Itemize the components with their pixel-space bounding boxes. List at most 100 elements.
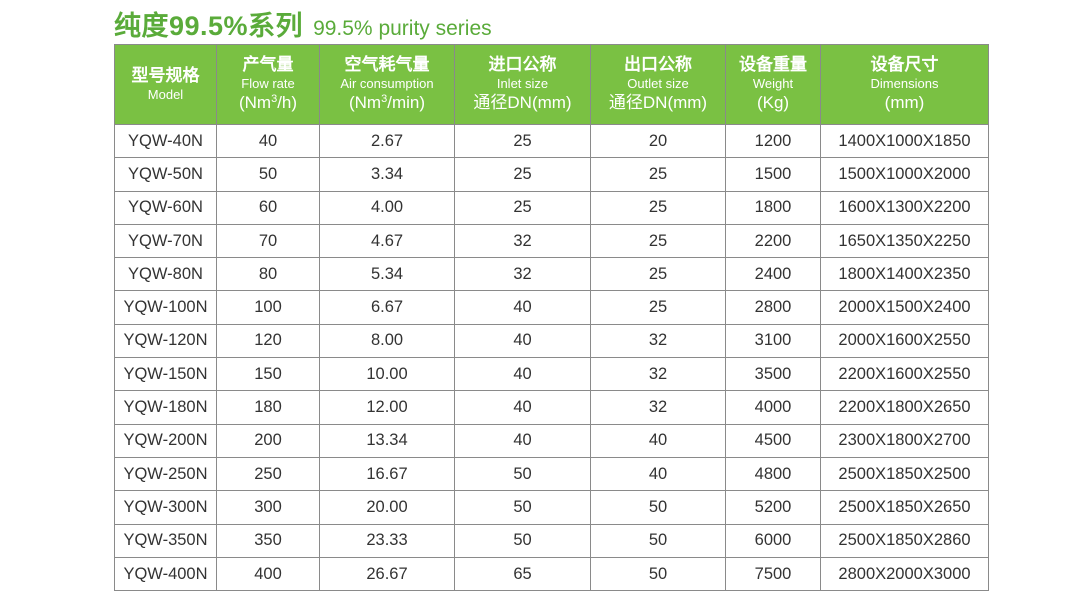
cell-inlet-size: 50 — [454, 490, 591, 525]
cell-model: YQW-350N — [114, 523, 217, 558]
cell-outlet-size: 25 — [590, 223, 726, 259]
table-row: YQW-70N 70 4.67 32 25 2200 1650X1350X225… — [114, 223, 989, 259]
header-air-consumption: 空气耗气量 Air consumption (Nm3/min) — [319, 44, 455, 125]
cell-air-consumption: 13.34 — [319, 423, 455, 458]
cell-outlet-size: 25 — [590, 290, 726, 325]
cell-model: YQW-50N — [114, 157, 217, 192]
cell-dimensions: 2200X1800X2650 — [820, 390, 989, 425]
header-air-consumption-cn: 空气耗气量 — [344, 55, 430, 74]
cell-model: YQW-120N — [114, 323, 217, 359]
cell-inlet-size: 32 — [454, 223, 591, 259]
header-flow-rate: 产气量 Flow rate (Nm3/h) — [216, 44, 320, 125]
cell-dimensions: 1800X1400X2350 — [820, 257, 989, 292]
table-row: YQW-180N 180 12.00 40 32 4000 2200X1800X… — [114, 390, 989, 425]
cell-model: YQW-80N — [114, 257, 217, 292]
cell-dimensions: 2200X1600X2550 — [820, 357, 989, 392]
table-row: YQW-300N 300 20.00 50 50 5200 2500X1850X… — [114, 490, 989, 525]
cell-model: YQW-40N — [114, 123, 217, 159]
cell-inlet-size: 40 — [454, 357, 591, 392]
cell-inlet-size: 40 — [454, 323, 591, 359]
header-air-consumption-en: Air consumption — [340, 76, 434, 91]
cell-outlet-size: 50 — [590, 556, 726, 592]
table-row: YQW-80N 80 5.34 32 25 2400 1800X1400X235… — [114, 257, 989, 292]
header-model-en: Model — [147, 87, 184, 102]
page-title: 纯度99.5%系列 99.5% purity series — [114, 4, 492, 44]
cell-weight: 5200 — [725, 490, 821, 525]
cell-dimensions: 1500X1000X2000 — [820, 157, 989, 192]
header-flow-rate-cn: 产气量 — [242, 55, 294, 74]
cell-air-consumption: 12.00 — [319, 390, 455, 425]
cell-model: YQW-180N — [114, 390, 217, 425]
header-inlet-en: Inlet size — [496, 76, 549, 91]
title-english: 99.5% purity series — [313, 17, 492, 40]
table-row: YQW-150N 150 10.00 40 32 3500 2200X1600X… — [114, 357, 989, 392]
table-row: YQW-50N 50 3.34 25 25 1500 1500X1000X200… — [114, 157, 989, 192]
cell-flow-rate: 350 — [216, 523, 320, 558]
cell-model: YQW-250N — [114, 456, 217, 492]
cell-inlet-size: 25 — [454, 157, 591, 192]
cell-inlet-size: 40 — [454, 290, 591, 325]
header-outlet-cn: 出口公称 — [624, 55, 692, 74]
cell-air-consumption: 26.67 — [319, 556, 455, 592]
cell-outlet-size: 50 — [590, 490, 726, 525]
table-row: YQW-100N 100 6.67 40 25 2800 2000X1500X2… — [114, 290, 989, 325]
cell-air-consumption: 10.00 — [319, 357, 455, 392]
cell-model: YQW-150N — [114, 357, 217, 392]
cell-weight: 4500 — [725, 423, 821, 458]
cell-flow-rate: 180 — [216, 390, 320, 425]
cell-flow-rate: 80 — [216, 257, 320, 292]
cell-outlet-size: 32 — [590, 390, 726, 425]
header-inlet-unit: 通径DN(mm) — [473, 93, 572, 112]
cell-flow-rate: 120 — [216, 323, 320, 359]
cell-weight: 3500 — [725, 357, 821, 392]
cell-flow-rate: 50 — [216, 157, 320, 192]
table-row: YQW-400N 400 26.67 65 50 7500 2800X2000X… — [114, 556, 989, 592]
cell-dimensions: 2000X1500X2400 — [820, 290, 989, 325]
header-inlet-size: 进口公称 Inlet size 通径DN(mm) — [454, 44, 591, 125]
cell-dimensions: 2500X1850X2860 — [820, 523, 989, 558]
cell-outlet-size: 25 — [590, 257, 726, 292]
cell-flow-rate: 150 — [216, 357, 320, 392]
cell-weight: 3100 — [725, 323, 821, 359]
cell-inlet-size: 65 — [454, 556, 591, 592]
cell-outlet-size: 32 — [590, 357, 726, 392]
cell-air-consumption: 4.67 — [319, 223, 455, 259]
header-model-cn: 型号规格 — [131, 66, 200, 85]
cell-air-consumption: 23.33 — [319, 523, 455, 558]
header-air-consumption-unit: (Nm3/min) — [320, 92, 454, 114]
cell-model: YQW-200N — [114, 423, 217, 458]
cell-dimensions: 2300X1800X2700 — [820, 423, 989, 458]
cell-weight: 6000 — [725, 523, 821, 558]
header-dimensions-unit: (mm) — [884, 93, 925, 112]
cell-air-consumption: 8.00 — [319, 323, 455, 359]
cell-inlet-size: 50 — [454, 456, 591, 492]
cell-weight: 2800 — [725, 290, 821, 325]
cell-inlet-size: 32 — [454, 257, 591, 292]
cell-outlet-size: 20 — [590, 123, 726, 159]
cell-dimensions: 2500X1850X2500 — [820, 456, 989, 492]
cell-weight: 1500 — [725, 157, 821, 192]
cell-model: YQW-400N — [114, 556, 217, 592]
cell-dimensions: 1600X1300X2200 — [820, 190, 989, 225]
table-row: YQW-120N 120 8.00 40 32 3100 2000X1600X2… — [114, 323, 989, 359]
cell-flow-rate: 200 — [216, 423, 320, 458]
unit-pre: (Nm — [238, 93, 272, 112]
cell-outlet-size: 50 — [590, 523, 726, 558]
unit-post: /min) — [387, 93, 425, 112]
cell-flow-rate: 250 — [216, 456, 320, 492]
cell-outlet-size: 40 — [590, 456, 726, 492]
cell-outlet-size: 25 — [590, 190, 726, 225]
cell-inlet-size: 50 — [454, 523, 591, 558]
header-flow-rate-en: Flow rate — [241, 76, 295, 91]
header-inlet-cn: 进口公称 — [488, 55, 557, 74]
cell-dimensions: 1650X1350X2250 — [820, 223, 989, 259]
cell-flow-rate: 400 — [216, 556, 320, 592]
cell-inlet-size: 40 — [454, 390, 591, 425]
cell-flow-rate: 300 — [216, 490, 320, 525]
cell-weight: 1200 — [725, 123, 821, 159]
cell-weight: 4800 — [725, 456, 821, 492]
cell-outlet-size: 40 — [590, 423, 726, 458]
cell-outlet-size: 32 — [590, 323, 726, 359]
cell-inlet-size: 40 — [454, 423, 591, 458]
unit-sup: 3 — [271, 93, 278, 105]
